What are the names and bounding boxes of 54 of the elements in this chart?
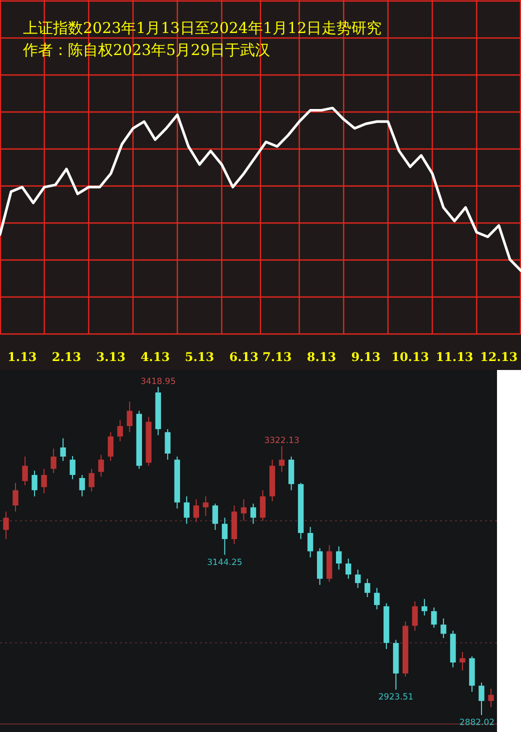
candlestick	[126, 401, 132, 433]
candlestick	[50, 448, 56, 474]
candlestick	[374, 587, 380, 610]
x-tick-label: 6.13	[229, 350, 258, 364]
candlestick	[488, 688, 494, 708]
annotation: 2882.02	[459, 718, 495, 728]
candlestick	[250, 503, 256, 524]
x-tick-label: 5.13	[184, 350, 214, 364]
candlestick	[12, 482, 18, 512]
candlestick	[307, 526, 314, 558]
x-tick-label: 11.13	[436, 350, 474, 364]
x-tick-label: 2.13	[52, 350, 82, 364]
candlestick	[184, 496, 190, 524]
x-tick-label: 9.13	[351, 350, 380, 364]
candlestick	[41, 468, 47, 494]
candlestick	[260, 490, 266, 522]
annotation: 2923.51	[378, 692, 414, 703]
candlestick	[32, 470, 38, 497]
candlestick	[3, 511, 9, 540]
annotation: 3418.95	[140, 377, 176, 387]
candlestick	[440, 618, 446, 639]
annotation: 3144.25	[207, 558, 242, 568]
candlestick	[108, 432, 114, 462]
candlestick	[22, 456, 28, 486]
x-tick-label: 4.13	[140, 350, 170, 364]
x-tick-label: 3.13	[96, 350, 126, 364]
candlestick	[364, 578, 370, 598]
candlestick	[98, 454, 104, 478]
candlestick	[79, 474, 85, 497]
annotation: 3322.13	[264, 436, 300, 446]
candlestick	[240, 498, 247, 522]
candlestick	[346, 558, 352, 580]
x-tick-label: 7.13	[262, 350, 292, 364]
candlestick	[212, 503, 218, 530]
candlestick	[117, 419, 123, 442]
candlestick	[60, 438, 66, 462]
candlestick	[202, 496, 209, 516]
candlestick	[336, 546, 342, 570]
candlestick	[460, 652, 466, 671]
candlestick	[478, 682, 484, 716]
candlestick	[278, 446, 285, 472]
candlestick	[222, 517, 228, 556]
candlestick	[164, 428, 171, 460]
candlestick	[70, 456, 76, 480]
x-tick-label: 12.13	[480, 350, 518, 364]
candlestick	[88, 468, 94, 492]
candlestick	[422, 598, 428, 616]
x-tick-label: 8.13	[306, 350, 336, 364]
candlestick	[431, 606, 437, 628]
candlestick	[355, 569, 361, 588]
x-tick-label: 10.13	[391, 350, 429, 364]
candlestick	[412, 600, 418, 632]
candlestick	[193, 498, 200, 522]
x-tick-label: 1.13	[8, 350, 37, 364]
